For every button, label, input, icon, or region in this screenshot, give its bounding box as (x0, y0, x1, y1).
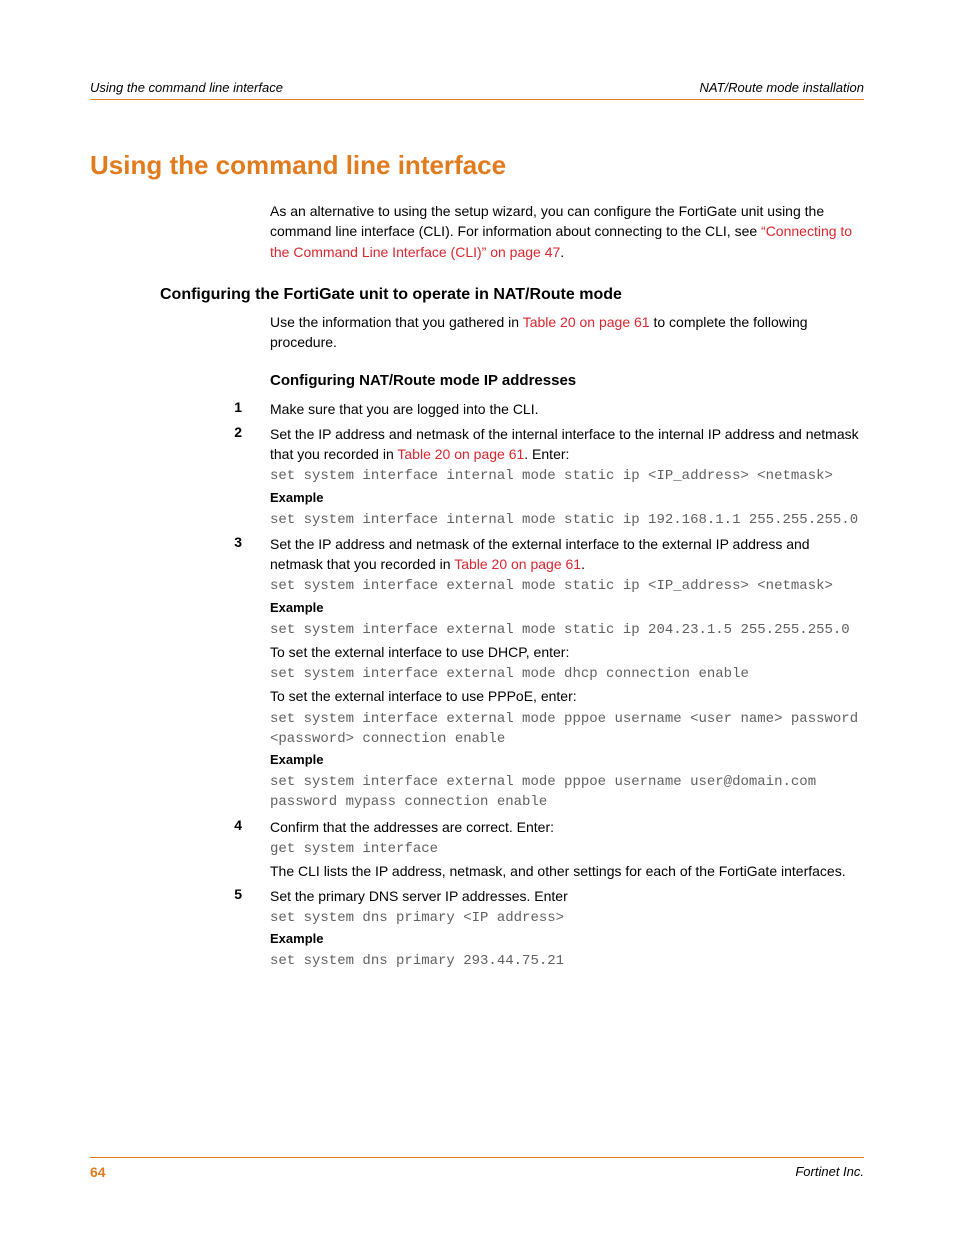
step-5-example: set system dns primary 293.44.75.21 (270, 951, 864, 971)
header-rule (90, 99, 864, 100)
step-1-num: 1 (90, 399, 270, 421)
step-4-text: Confirm that the addresses are correct. … (270, 817, 864, 837)
step-2-example: set system interface internal mode stati… (270, 510, 864, 530)
step-4-cmd: get system interface (270, 839, 864, 859)
page: Using the command line interface NAT/Rou… (0, 0, 954, 1235)
step-4-body: Confirm that the addresses are correct. … (270, 817, 864, 884)
intro-paragraph: As an alternative to using the setup wiz… (270, 201, 864, 262)
step-3-pppoe-text: To set the external interface to use PPP… (270, 686, 864, 706)
step-2-text: Set the IP address and netmask of the in… (270, 424, 864, 465)
footer-row: 64 Fortinet Inc. (90, 1164, 864, 1180)
step-2-example-label: Example (270, 489, 864, 508)
heading-1: Using the command line interface (90, 150, 864, 181)
step-2: 2 Set the IP address and netmask of the … (90, 424, 864, 532)
step-4: 4 Confirm that the addresses are correct… (90, 817, 864, 884)
step-5: 5 Set the primary DNS server IP addresse… (90, 886, 864, 974)
step-1-body: Make sure that you are logged into the C… (270, 399, 864, 421)
heading-2: Configuring the FortiGate unit to operat… (160, 286, 864, 304)
step-5-cmd: set system dns primary <IP address> (270, 908, 864, 928)
step-3-post: . (581, 556, 585, 572)
h2-para-pre: Use the information that you gathered in (270, 314, 523, 330)
step-3-dhcp-text: To set the external interface to use DHC… (270, 642, 864, 662)
step-2-post: . Enter: (524, 446, 569, 462)
step-5-body: Set the primary DNS server IP addresses.… (270, 886, 864, 974)
step-1-text: Make sure that you are logged into the C… (270, 399, 864, 419)
running-header: Using the command line interface NAT/Rou… (90, 80, 864, 95)
step-3-example-label: Example (270, 599, 864, 618)
h2-paragraph: Use the information that you gathered in… (270, 312, 864, 353)
footer: 64 Fortinet Inc. (90, 1157, 864, 1180)
step-3-body: Set the IP address and netmask of the ex… (270, 534, 864, 815)
step-1: 1 Make sure that you are logged into the… (90, 399, 864, 421)
step-3-cmd: set system interface external mode stati… (270, 576, 864, 596)
step-3-pppoe-cmd: set system interface external mode pppoe… (270, 709, 864, 750)
step-3-num: 3 (90, 534, 270, 815)
step-3-text: Set the IP address and netmask of the ex… (270, 534, 864, 575)
step-2-link[interactable]: Table 20 on page 61 (397, 446, 524, 462)
step-3-example-label-2: Example (270, 751, 864, 770)
intro-post: . (560, 244, 564, 260)
step-3-link[interactable]: Table 20 on page 61 (454, 556, 581, 572)
footer-rule (90, 1157, 864, 1158)
step-4-after: The CLI lists the IP address, netmask, a… (270, 861, 864, 881)
step-3-example: set system interface external mode stati… (270, 620, 864, 640)
step-3-dhcp-cmd: set system interface external mode dhcp … (270, 664, 864, 684)
header-left: Using the command line interface (90, 80, 283, 95)
step-2-num: 2 (90, 424, 270, 532)
intro-pre: As an alternative to using the setup wiz… (270, 203, 824, 239)
step-3: 3 Set the IP address and netmask of the … (90, 534, 864, 815)
page-number: 64 (90, 1164, 106, 1180)
step-5-text: Set the primary DNS server IP addresses.… (270, 886, 864, 906)
company-name: Fortinet Inc. (795, 1164, 864, 1180)
h2-para-link[interactable]: Table 20 on page 61 (523, 314, 650, 330)
step-5-num: 5 (90, 886, 270, 974)
header-right: NAT/Route mode installation (699, 80, 864, 95)
step-2-cmd: set system interface internal mode stati… (270, 466, 864, 486)
heading-3: Configuring NAT/Route mode IP addresses (270, 372, 864, 389)
step-5-example-label: Example (270, 930, 864, 949)
step-2-body: Set the IP address and netmask of the in… (270, 424, 864, 532)
step-4-num: 4 (90, 817, 270, 884)
step-3-example-2: set system interface external mode pppoe… (270, 772, 864, 813)
